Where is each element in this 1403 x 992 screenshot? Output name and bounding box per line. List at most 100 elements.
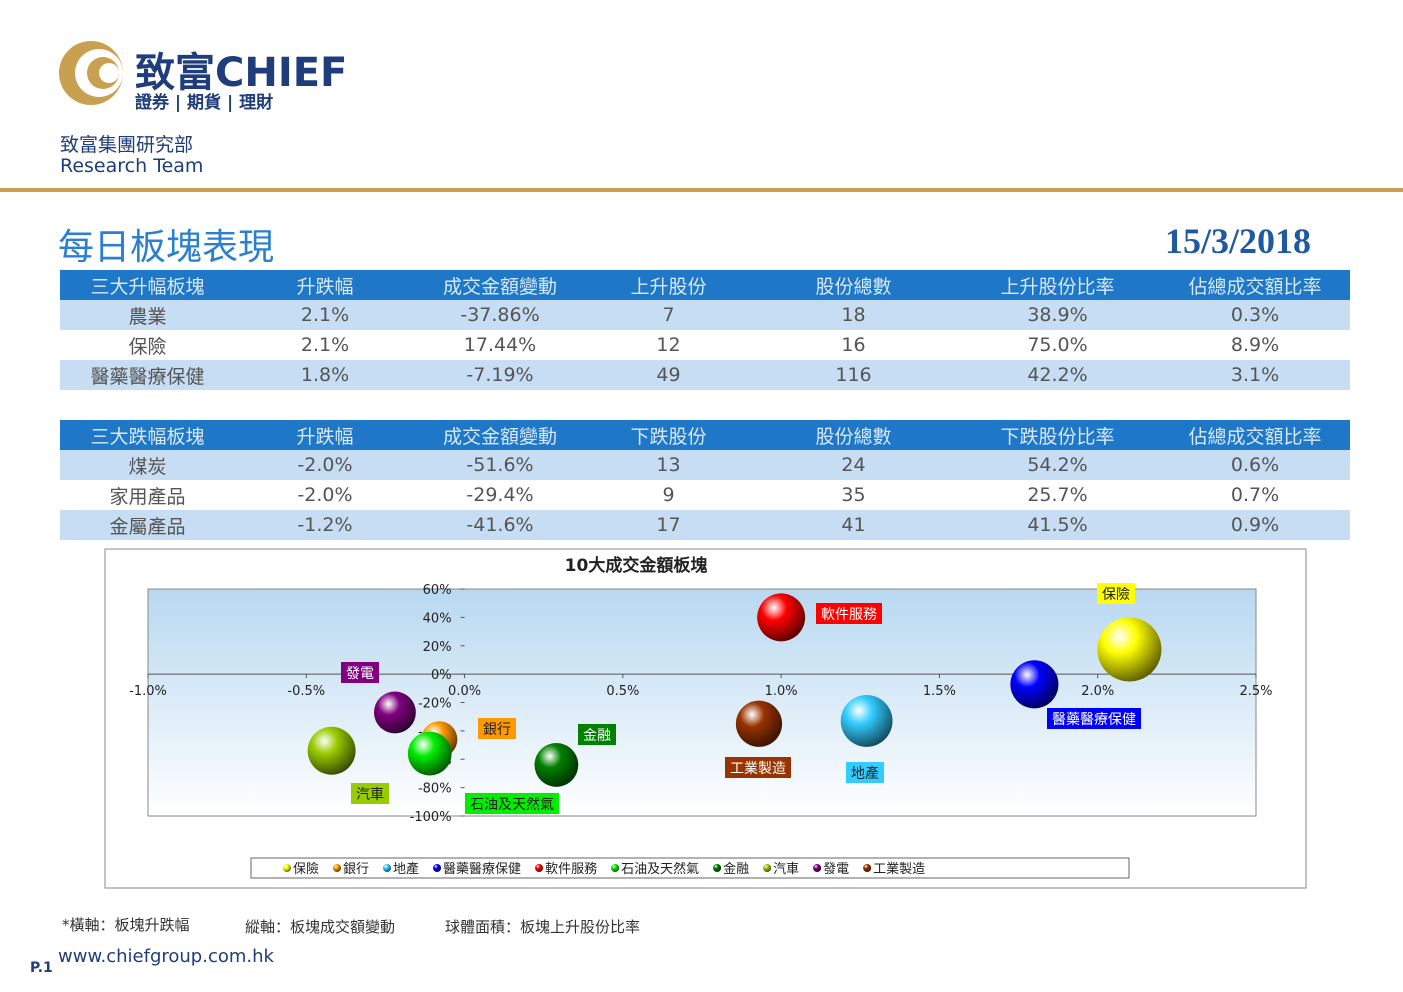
legend-label: 保險	[293, 862, 319, 877]
table-row: 煤炭 -2.0% -51.6% 13 24 54.2% 0.6%	[60, 450, 1350, 480]
legend-marker	[611, 864, 620, 872]
legend-marker	[433, 864, 442, 872]
table-cell: 成交金額變動	[415, 270, 585, 300]
table-cell: 農業	[60, 300, 235, 330]
legend-label: 工業製造	[873, 861, 925, 877]
rise-table: 三大升幅板塊 升跌幅 成交金額變動 上升股份 股份總數 上升股份比率 佔總成交額比率 農業 2.…	[60, 270, 1350, 390]
table-cell: 成交金額變動	[415, 420, 585, 450]
fall-table: 三大跌幅板塊 升跌幅 成交金額變動 下跌股份 股份總數 下跌股份比率 佔總成交額比率 煤炭 -2…	[60, 420, 1350, 540]
table-cell: 股份總數	[752, 420, 955, 450]
legend-label: 發電	[823, 862, 849, 877]
table-cell: 9	[662, 484, 675, 506]
table-cell: 三大升幅板塊	[60, 270, 235, 300]
bubble	[1097, 617, 1162, 682]
legend-label: 銀行	[343, 862, 369, 877]
bubble-label-box	[478, 718, 516, 739]
bubble-label-box	[351, 783, 389, 804]
bubble-label-box	[465, 793, 559, 814]
plot-area	[147, 588, 1257, 817]
date: 15/3/2018	[1165, 221, 1312, 261]
table-cell: -37.86%	[415, 300, 585, 330]
table-cell: 保險	[128, 335, 167, 358]
y-tick-label: 20%	[423, 640, 452, 655]
x-tick-label: 2.5%	[1239, 684, 1272, 699]
x-tick-label: 0.5%	[606, 684, 639, 699]
x-tick-label: 2.0%	[1081, 684, 1114, 699]
table-cell: 17.44%	[463, 334, 537, 356]
table-cell: 0.3%	[1160, 300, 1350, 330]
bubble-label: 金融	[583, 728, 611, 744]
page-title: 每日板塊表現	[58, 227, 275, 268]
legend-marker	[863, 864, 872, 872]
table-row: 保險 2.1% 17.44% 12 16 75.0% 8.9%	[60, 330, 1350, 360]
bubble-label: 軟件服務	[821, 607, 877, 623]
legend	[250, 857, 1130, 879]
bubble-label-box	[341, 662, 379, 683]
website: www.chiefgroup.com.hk	[58, 946, 274, 967]
legend-marker	[333, 864, 342, 872]
table-cell: 下跌股份	[585, 420, 752, 450]
note-x: *橫軸：板塊升跌幅	[62, 916, 190, 934]
x-tick-label: 1.5%	[923, 684, 956, 699]
bubble	[534, 743, 579, 787]
table-cell: 佔總成交額比率	[1160, 270, 1350, 300]
y-tick-label: -20%	[418, 697, 452, 712]
x-tick-label: 0.0%	[448, 684, 481, 699]
table-cell: 三大跌幅板塊	[60, 420, 235, 450]
table-cell: 上升股份比率	[955, 270, 1160, 300]
table-row: 農業 2.1% -37.86% 7 18 38.9% 0.3%	[60, 300, 1350, 330]
bubble-label-box	[1097, 583, 1135, 604]
y-tick-label: -80%	[418, 782, 452, 797]
table-row: 三大跌幅板塊 升跌幅 成交金額變動 下跌股份 股份總數 下跌股份比率 佔總成交額比率	[60, 420, 1350, 450]
table-cell: 0.6%	[1160, 450, 1350, 480]
logo-mark	[59, 41, 123, 105]
table-cell: 24	[752, 450, 955, 480]
table-cell: -29.4%	[466, 484, 534, 506]
page-number: P.1	[30, 960, 53, 976]
logo-en: CHIEF	[215, 50, 348, 96]
table-cell: -2.0%	[297, 484, 353, 506]
table-cell: -2.0%	[235, 450, 415, 480]
table-cell: 家用產品	[109, 485, 186, 508]
legend-label: 石油及天然氣	[621, 861, 699, 877]
table-cell: 7	[585, 300, 752, 330]
table-cell: 下跌股份比率	[955, 420, 1160, 450]
bubble-label: 保險	[1102, 587, 1130, 603]
table-row: 醫藥醫療保健 1.8% -7.19% 49 116 42.2% 3.1%	[60, 360, 1350, 390]
table-cell: -7.19%	[415, 360, 585, 390]
bubble	[840, 695, 893, 747]
bubble-label-box	[846, 762, 884, 783]
table-cell: 42.2%	[955, 360, 1160, 390]
table-cell: 49	[585, 360, 752, 390]
bubble-label-box	[725, 757, 791, 778]
table-cell: 佔總成交額比率	[1160, 420, 1350, 450]
table-cell: -51.6%	[415, 450, 585, 480]
bubble-label-box	[578, 724, 616, 745]
dept-en: Research Team	[60, 155, 204, 177]
table-cell: -41.6%	[415, 510, 585, 540]
note-size: 球體面積：板塊上升股份比率	[445, 918, 641, 936]
table-cell: 12	[656, 334, 681, 356]
bubble-label: 地產	[851, 765, 879, 782]
y-tick-label: 60%	[423, 583, 452, 598]
table-cell: 1.8%	[235, 360, 415, 390]
legend-label: 地產	[393, 861, 419, 877]
bubble	[307, 726, 356, 775]
table-row: 三大升幅板塊 升跌幅 成交金額變動 上升股份 股份總數 上升股份比率 佔總成交額比率	[60, 270, 1350, 300]
bubble-label: 發電	[346, 666, 374, 682]
table-cell: 8.9%	[1230, 334, 1280, 356]
divider	[0, 188, 1403, 192]
legend-marker	[283, 864, 291, 872]
bubble	[1010, 660, 1059, 709]
table-cell: 煤炭	[60, 450, 235, 480]
bubble-label: 工業製造	[730, 761, 786, 777]
bubble-label: 石油及天然氣	[470, 796, 554, 813]
bubble	[407, 731, 452, 776]
table-cell: 股份總數	[752, 270, 955, 300]
bubble-label-box	[1047, 708, 1141, 729]
note-y: 縱軸：板塊成交額變動	[245, 918, 396, 936]
legend-marker	[813, 864, 822, 872]
bubble	[373, 691, 416, 734]
